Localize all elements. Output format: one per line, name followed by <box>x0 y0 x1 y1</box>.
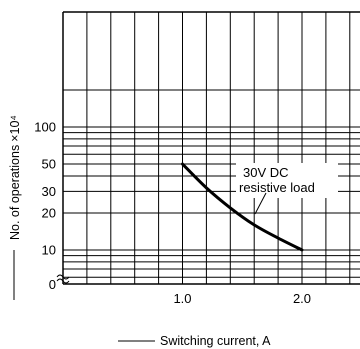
grid <box>63 12 360 284</box>
plot-frame <box>56 11 360 285</box>
series-layer <box>181 162 304 252</box>
y-axis-title: No. of operations ×10⁴ <box>8 115 22 300</box>
y-tick-label-origin: 0 <box>49 277 56 292</box>
y-tick-label: 30 <box>42 184 56 199</box>
x-tick-label: 1.0 <box>173 291 191 306</box>
y-axis-label-text: No. of operations <box>8 145 22 240</box>
annotation-leader-line <box>254 192 267 215</box>
annotation-background <box>236 163 338 198</box>
x-axis-label: Switching current, A <box>160 334 271 348</box>
y-tick-label: 100 <box>34 120 56 135</box>
axis-break-mark <box>56 274 70 284</box>
y-tick-label: 50 <box>42 157 56 172</box>
y-tick-label: 20 <box>42 205 56 220</box>
annotation-line-1: 30V DC <box>243 165 289 180</box>
annotation-line-2: resistive load <box>239 180 315 195</box>
series-line <box>181 162 304 252</box>
x-tick-label: 2.0 <box>293 291 311 306</box>
y-axis-label: No. of operations ×10⁴ <box>8 115 22 240</box>
y-tick-label: 10 <box>42 243 56 258</box>
x-axis-title: Switching current, A <box>118 334 271 348</box>
annotation-layer: 30V DC resistive load <box>236 163 338 215</box>
y-axis-unit: ×10⁴ <box>8 115 22 142</box>
